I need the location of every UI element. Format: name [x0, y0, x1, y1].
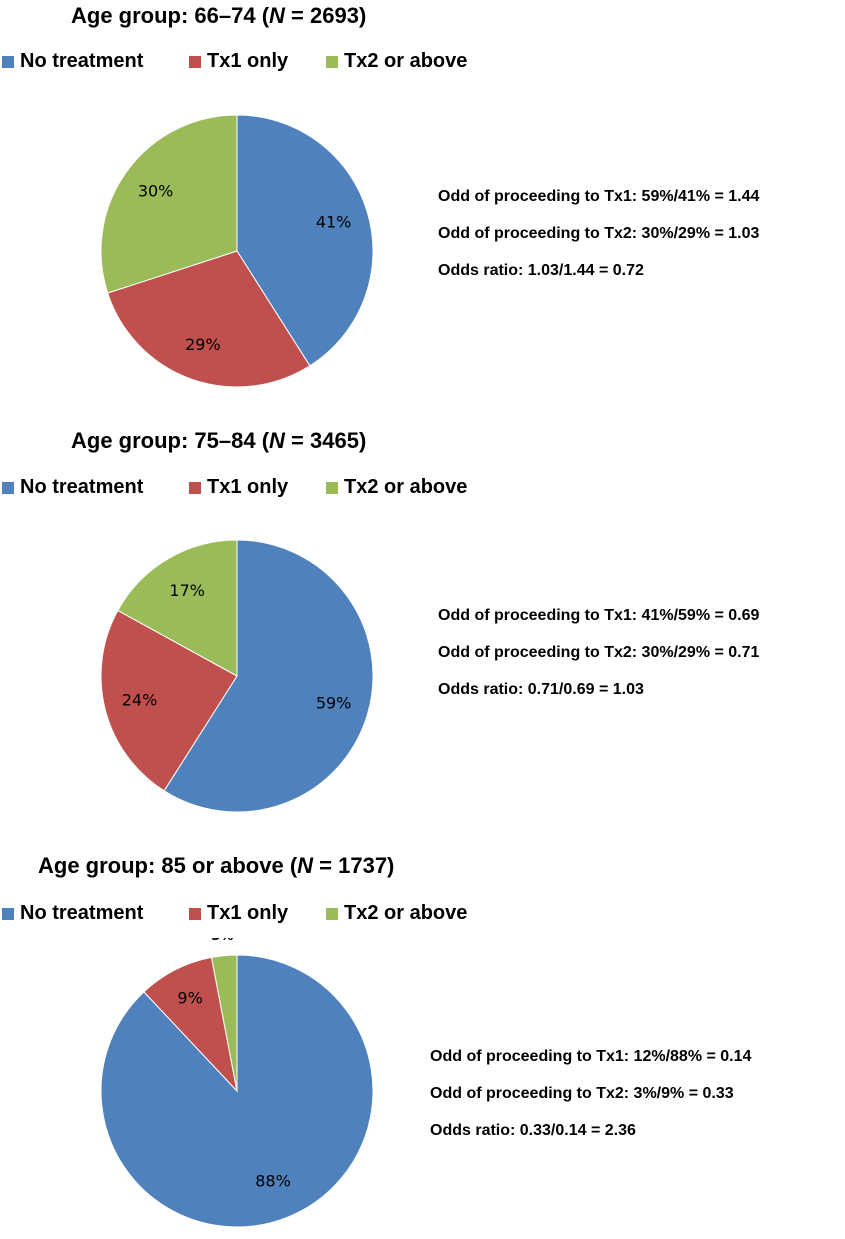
legend-swatch — [189, 481, 201, 494]
legend: No treatment Tx1 only Tx2 or above — [0, 476, 845, 502]
legend-item-no-treatment: No treatment — [2, 50, 143, 73]
legend-swatch — [189, 55, 201, 68]
chart-title-prefix: Age group: 75–84 ( — [71, 428, 270, 453]
pie-label-no-treatment: 41% — [316, 212, 352, 231]
legend-label: No treatment — [20, 902, 144, 924]
legend-label: No treatment — [20, 476, 144, 498]
legend-item-no-treatment: No treatment — [2, 902, 143, 925]
chart-title: Age group: 66–74 (N = 2693) — [71, 3, 366, 29]
pie-slice-tx2-or-above — [100, 114, 238, 294]
legend-swatch — [189, 907, 201, 920]
pie-slice-no-treatment — [236, 114, 374, 367]
odds-summary: Odd of proceeding to Tx1: 12%/88% = 0.14… — [430, 1048, 751, 1159]
pie-chart: 59% 24% 17% — [100, 539, 374, 813]
odds-tx1-line: Odd of proceeding to Tx1: 59%/41% = 1.44 — [438, 188, 760, 205]
chart-title: Age group: 75–84 (N = 3465) — [71, 428, 366, 454]
odds-tx2-line: Odd of proceeding to Tx2: 30%/29% = 1.03 — [438, 225, 760, 242]
pie-label-tx2-or-above: 30% — [138, 181, 174, 200]
chart-title-suffix: = 2693) — [284, 3, 367, 28]
legend-swatch — [2, 907, 14, 920]
legend-label: No treatment — [20, 50, 144, 72]
odds-tx1-line: Odd of proceeding to Tx1: 41%/59% = 0.69 — [438, 607, 760, 624]
chart-title-prefix: Age group: 85 or above ( — [38, 853, 298, 878]
pie-chart: 41% 29% 30% — [100, 114, 374, 388]
odds-ratio-line: Odds ratio: 0.33/0.14 = 2.36 — [430, 1122, 636, 1139]
chart-title-n: N — [269, 3, 285, 28]
legend-item-tx1-only: Tx1 only — [189, 476, 288, 499]
legend-label: Tx1 only — [207, 50, 289, 72]
legend-label: Tx2 or above — [344, 476, 468, 498]
pie-label-no-treatment: 59% — [316, 694, 352, 713]
odds-tx2-line: Odd of proceeding to Tx2: 3%/9% = 0.33 — [430, 1085, 734, 1102]
pie-label-tx1-only: 24% — [122, 691, 158, 710]
legend: No treatment Tx1 only Tx2 or above — [0, 50, 845, 76]
chart-title-n: N — [269, 428, 285, 453]
legend-swatch — [326, 481, 338, 494]
legend-swatch — [326, 907, 338, 920]
chart-title-n: N — [297, 853, 314, 878]
legend-item-tx2-or-above: Tx2 or above — [326, 50, 467, 73]
legend-label: Tx2 or above — [344, 902, 468, 924]
legend-label: Tx1 only — [207, 902, 289, 924]
chart-panel-2: Age group: 75–84 (N = 3465) No treatment… — [0, 425, 845, 845]
pie-label-tx1-only: 29% — [185, 335, 221, 354]
chart-panel-1: Age group: 66–74 (N = 2693) No treatment… — [0, 0, 845, 420]
chart-title-prefix: Age group: 66–74 ( — [71, 3, 270, 28]
odds-summary: Odd of proceeding to Tx1: 59%/41% = 1.44… — [438, 188, 759, 299]
chart-panel-3: Age group: 85 or above (N = 1737) No tre… — [0, 850, 845, 1239]
legend-item-tx2-or-above: Tx2 or above — [326, 476, 467, 499]
pie-label-tx2-or-above: 3% — [211, 938, 233, 944]
odds-summary: Odd of proceeding to Tx1: 41%/59% = 0.69… — [438, 607, 759, 718]
legend-label: Tx1 only — [207, 476, 289, 498]
pie-label-no-treatment: 88% — [255, 1172, 291, 1191]
chart-title-suffix: = 3465) — [284, 428, 367, 453]
odds-ratio-line: Odds ratio: 1.03/1.44 = 0.72 — [438, 262, 644, 279]
legend-swatch — [326, 55, 338, 68]
odds-tx1-line: Odd of proceeding to Tx1: 12%/88% = 0.14 — [430, 1048, 752, 1065]
legend: No treatment Tx1 only Tx2 or above — [0, 902, 845, 928]
pie-label-tx2-or-above: 17% — [169, 581, 205, 600]
pie-slice-tx2-or-above — [210, 954, 238, 1092]
chart-title: Age group: 85 or above (N = 1737) — [38, 853, 394, 879]
odds-ratio-line: Odds ratio: 0.71/0.69 = 1.03 — [438, 681, 644, 698]
legend-item-no-treatment: No treatment — [2, 476, 143, 499]
legend-swatch — [2, 481, 14, 494]
odds-tx2-line: Odd of proceeding to Tx2: 30%/29% = 0.71 — [438, 644, 760, 661]
chart-title-suffix: = 1737) — [313, 853, 395, 878]
pie-slice-tx2-or-above — [117, 539, 238, 677]
pie-slice-no-treatment — [163, 539, 374, 813]
legend-item-tx1-only: Tx1 only — [189, 902, 288, 925]
pie-chart: 88% 9% 3% — [100, 938, 374, 1228]
pie-slice-tx1-only — [100, 609, 238, 792]
legend-label: Tx2 or above — [344, 50, 468, 72]
pie-label-tx1-only: 9% — [177, 988, 202, 1007]
legend-item-tx2-or-above: Tx2 or above — [326, 902, 467, 925]
legend-item-tx1-only: Tx1 only — [189, 50, 288, 73]
legend-swatch — [2, 55, 14, 68]
pie-slice-tx1-only — [107, 250, 311, 388]
